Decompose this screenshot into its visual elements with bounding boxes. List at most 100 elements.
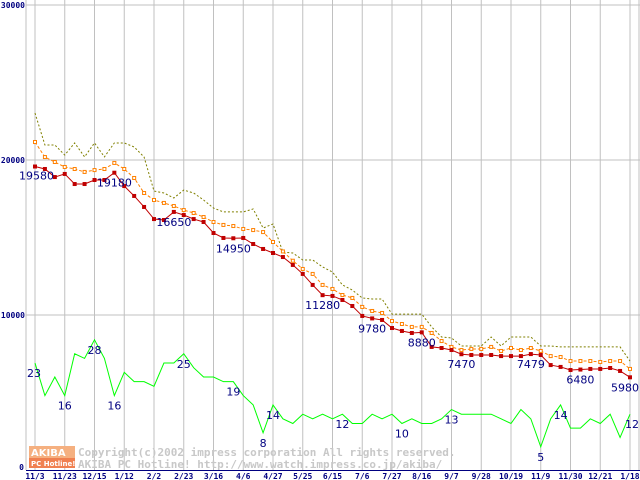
data-label-min: 6480 [566,374,594,387]
data-point-min [509,354,513,359]
data-point-min [300,271,305,276]
data-point-min [82,182,87,187]
data-point-average [330,286,335,291]
data-point-average [340,293,345,298]
data-point-min [528,352,533,357]
data-point-min [102,177,107,182]
data-point-min [598,366,603,371]
x-tick-label: 11/9 [531,472,550,480]
logo-bottom-bg [29,458,75,468]
x-tick-label: 3/16 [204,472,223,480]
data-label-min: 16650 [156,216,191,229]
data-point-average [419,324,424,329]
x-tick-label: 11/23 [53,472,77,480]
data-label-min: 7470 [447,358,475,371]
data-point-average [618,359,623,364]
data-point-min [271,251,275,255]
data-point-average [459,348,464,353]
data-point-average [152,197,156,202]
data-point-min [350,304,355,309]
data-label-shops: 14 [266,409,280,422]
data-label-shops: 16 [58,400,72,413]
x-tick-label: 10/19 [499,472,523,480]
data-point-average [429,330,434,335]
data-label-shops: 28 [88,344,102,357]
data-point-min [211,231,216,236]
data-point-min [33,164,37,169]
data-point-average [300,266,305,271]
data-point-average [72,166,77,171]
data-point-average [578,359,583,364]
data-point-average [142,191,147,196]
data-label-min: 5980 [611,381,639,394]
x-tick-label: 9/28 [472,472,491,480]
x-tick-label: 1/12 [115,472,134,480]
data-point-average [82,169,87,174]
y-tick-label: 10000 [1,311,25,320]
data-label-shops: 12 [625,418,639,431]
data-point-min [241,235,246,240]
data-label-shops: 16 [107,400,121,413]
data-point-average [538,348,543,353]
data-point-min [439,346,444,351]
data-point-min [191,217,196,222]
series-line-shops [34,338,631,449]
data-point-average [221,222,226,227]
data-point-average [439,339,444,344]
x-tick-label: 12/21 [588,472,612,480]
data-point-min [489,352,494,357]
data-point-average [102,166,107,171]
data-point-average [33,140,37,145]
data-point-average [409,324,414,329]
logo-pc-hotline: PC Hotline! [31,460,75,468]
data-point-average [588,359,593,364]
data-point-min [469,352,474,357]
x-tick-label: 4/6 [236,472,251,480]
grid [25,0,640,470]
watermark: AKIBA PC Hotline! Copyright(c)2002 impre… [29,446,456,471]
data-point-average [499,348,504,353]
data-point-min [92,177,97,182]
data-point-average [598,359,603,364]
data-label-min: 7479 [517,358,545,371]
data-label-min: 8880 [408,336,436,349]
data-label-min: 14950 [216,242,251,255]
data-point-average [241,226,246,231]
data-point-min [538,352,543,357]
x-tick-label: 2/2 [147,472,162,480]
data-point-min [142,204,147,209]
data-point-average [628,366,632,371]
data-label-shops: 10 [395,428,409,441]
data-point-min [459,352,464,357]
data-point-min [409,330,414,335]
data-label-shops: 13 [445,414,459,427]
data-point-average [350,295,355,300]
data-point-average [399,321,404,326]
x-tick-label: 6/15 [323,472,342,480]
site-url-text: AKIBA PC Hotline! http://www.watch.impre… [78,458,443,471]
data-point-average [122,166,127,171]
data-point-min [152,217,156,222]
data-point-average [290,258,295,263]
data-label-shops: 14 [554,409,568,422]
data-point-average [479,346,484,351]
data-label-min: 19580 [19,170,54,183]
x-tick-label: 8/16 [412,472,431,480]
data-point-min [548,363,553,368]
data-point-min [429,344,434,349]
data-label-shops: 8 [260,437,267,450]
data-point-average [469,346,474,351]
data-point-min [280,255,285,260]
data-point-min [181,213,186,218]
x-tick-label: 11/3 [25,472,44,480]
data-point-min [370,316,375,321]
y-tick-label: 20000 [1,156,25,165]
data-point-average [231,224,236,229]
x-tick-label: 2/23 [174,472,193,480]
data-point-min [628,375,632,380]
data-point-average [320,282,325,287]
data-point-average [370,308,375,313]
data-point-min [419,330,424,335]
data-point-min [310,282,315,287]
